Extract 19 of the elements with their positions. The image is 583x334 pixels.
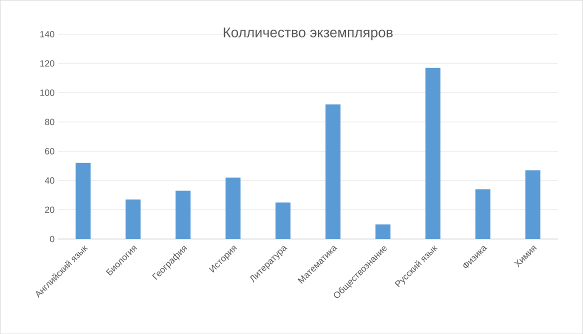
bar bbox=[226, 177, 241, 239]
y-tick-label: 0 bbox=[50, 236, 54, 242]
y-tick-label: 40 bbox=[44, 177, 54, 184]
bar bbox=[276, 202, 291, 239]
bar bbox=[325, 104, 340, 239]
y-tick-label: 80 bbox=[45, 118, 54, 126]
bar bbox=[76, 162, 91, 239]
y-tick-label: 60 bbox=[45, 148, 54, 154]
y-tick-label: 100 bbox=[40, 89, 54, 96]
bar bbox=[525, 170, 540, 239]
bar bbox=[176, 190, 191, 239]
y-tick-label: 120 bbox=[40, 60, 54, 67]
chart-title: Колличество экземпляров bbox=[224, 28, 393, 40]
bar bbox=[126, 199, 141, 239]
y-tick-label: 140 bbox=[40, 30, 54, 38]
bar bbox=[425, 68, 440, 239]
y-tick-label: 20 bbox=[45, 206, 54, 213]
bar bbox=[475, 189, 490, 239]
bar bbox=[375, 224, 390, 239]
